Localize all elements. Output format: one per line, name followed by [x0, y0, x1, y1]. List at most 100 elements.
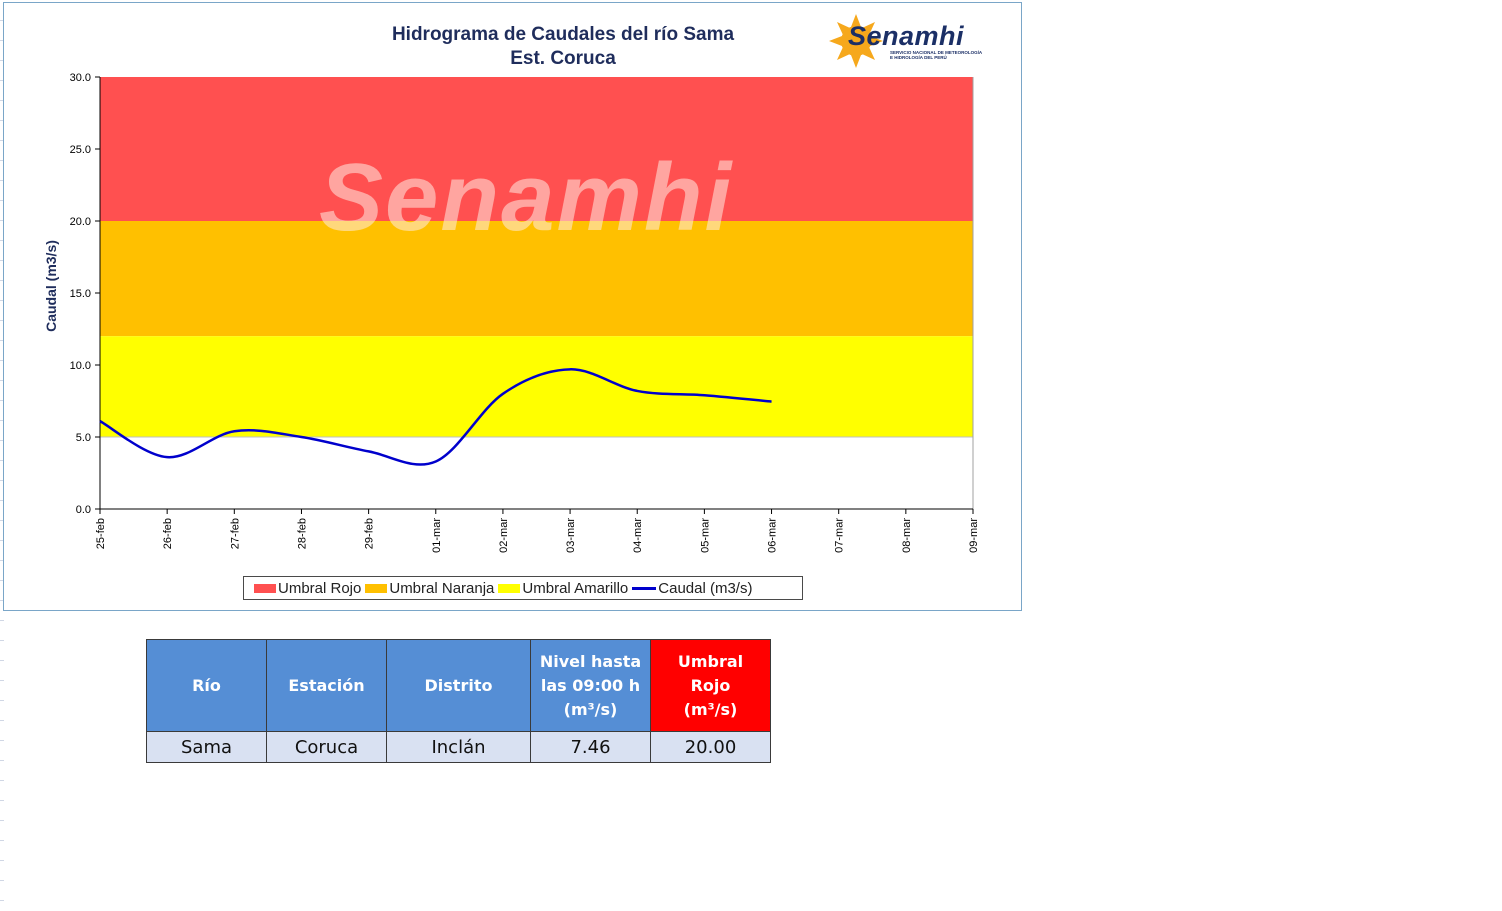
gridline-tick: [0, 40, 4, 41]
x-tick-label: 05-mar: [699, 518, 711, 553]
cell-estacion: Coruca: [266, 731, 387, 763]
spreadsheet-row-gridlines: [0, 0, 6, 911]
gridline-tick: [0, 20, 4, 21]
legend-swatch-yellow: [498, 583, 521, 593]
gridline-tick: [0, 900, 4, 901]
gridline-tick: [0, 160, 4, 161]
y-tick-label: 20.0: [70, 216, 91, 228]
header-nivel-line-3: (m³/s): [563, 699, 618, 719]
header-nivel-line-2: las 09:00 h: [540, 675, 641, 695]
x-tick-label: 09-mar: [968, 518, 980, 553]
sun-icon: [829, 14, 883, 68]
gridline-tick: [0, 80, 4, 81]
y-tick-label: 30.0: [70, 72, 91, 84]
senamhi-logo: Senamhi SERVICIO NACIONAL DE METEOROLOGÍ…: [826, 13, 986, 69]
gridline-tick: [0, 140, 4, 141]
gridline-tick: [0, 340, 4, 341]
chart-title-line-1: Hidrograma de Caudales del río Sama: [391, 24, 735, 45]
gridline-tick: [0, 300, 4, 301]
y-tick-label: 25.0: [70, 144, 91, 156]
x-tick-label: 27-feb: [229, 518, 241, 549]
cell-umbral: 20.00: [650, 731, 771, 763]
x-tick-label: 06-mar: [767, 518, 779, 553]
x-tick-label: 01-mar: [431, 518, 443, 553]
header-nivel-line-1: Nivel hasta: [539, 651, 642, 671]
header-distrito: Distrito: [386, 639, 531, 732]
x-tick-label: 07-mar: [834, 518, 846, 553]
x-tick-label: 04-mar: [632, 518, 644, 553]
hydrograph-chart: 0.0 5.0 10.0 15.0 20.0 25.0 30.0 25-feb 26-feb 27…: [70, 72, 980, 553]
x-tick-label: 08-mar: [901, 518, 913, 553]
gridline-tick: [0, 320, 4, 321]
legend-item-caudal: Caudal (m3/s): [632, 580, 752, 597]
legend-item-umbral-naranja: Umbral Naranja: [365, 580, 494, 597]
gridline-tick: [0, 220, 4, 221]
gridline-tick: [0, 600, 4, 601]
gridline-tick: [0, 660, 4, 661]
legend-label-caudal: Caudal (m3/s): [658, 579, 753, 597]
header-umbral-line-2: (m³/s): [683, 699, 738, 719]
x-tick-label: 28-feb: [296, 518, 308, 549]
gridline-tick: [0, 520, 4, 521]
gridline-tick: [0, 280, 4, 281]
legend-label-umbral-rojo: Umbral Rojo: [278, 579, 362, 597]
gridline-tick: [0, 760, 4, 761]
gridline-tick: [0, 60, 4, 61]
x-tick-label: 25-feb: [95, 518, 107, 549]
gridline-tick: [0, 580, 4, 581]
gridline-tick: [0, 820, 4, 821]
table-header-row: Río Estación Distrito Nivel hasta las 09…: [146, 639, 771, 732]
cell-rio: Sama: [146, 731, 267, 763]
logo-wordmark: Senamhi: [848, 21, 965, 51]
gridline-tick: [0, 800, 4, 801]
gridline-tick: [0, 440, 4, 441]
logo-subtitle-line-1: SERVICIO NACIONAL DE METEOROLOGÍA: [890, 50, 983, 55]
gridline-tick: [0, 700, 4, 701]
logo-subtitle-line-2: E HIDROLOGÍA DEL PERÚ: [890, 55, 947, 60]
header-estacion: Estación: [266, 639, 387, 732]
gridline-tick: [0, 680, 4, 681]
header-nivel: Nivel hasta las 09:00 h (m³/s): [530, 639, 651, 732]
y-tick-label: 10.0: [70, 360, 91, 372]
cell-distrito: Inclán: [386, 731, 531, 763]
gridline-tick: [0, 120, 4, 121]
gridline-tick: [0, 780, 4, 781]
legend-swatch-line: [632, 586, 657, 590]
logo-subtitle: SERVICIO NACIONAL DE METEOROLOGÍA E HIDR…: [890, 50, 986, 60]
gridline-tick: [0, 400, 4, 401]
legend-swatch-red: [254, 583, 276, 593]
gridline-tick: [0, 840, 4, 841]
y-tick-label: 5.0: [76, 432, 91, 444]
header-rio: Río: [146, 639, 267, 732]
gridline-tick: [0, 420, 4, 421]
gridline-tick: [0, 640, 4, 641]
gridline-tick: [0, 240, 4, 241]
gridline-tick: [0, 560, 4, 561]
gridline-tick: [0, 540, 4, 541]
watermark-text: Senamhi: [319, 144, 734, 251]
gridline-tick: [0, 720, 4, 721]
gridline-tick: [0, 880, 4, 881]
gridline-tick: [0, 360, 4, 361]
x-tick-label: 26-feb: [162, 518, 174, 549]
gridline-tick: [0, 740, 4, 741]
y-axis-label: Caudal (m3/s): [43, 240, 59, 332]
chart-area: 0.0 5.0 10.0 15.0 20.0 25.0 30.0 25-feb 26-feb 27…: [3, 2, 1022, 611]
header-umbral-rojo: Umbral Rojo (m³/s): [650, 639, 771, 732]
legend-item-umbral-amarillo: Umbral Amarillo: [498, 580, 628, 597]
chart-legend: Umbral Rojo Umbral Naranja Umbral Amaril…: [243, 576, 803, 600]
legend-swatch-orange: [365, 583, 388, 593]
threshold-band-umbral-amarillo: [100, 336, 973, 437]
cell-nivel: 7.46: [530, 731, 651, 763]
gridline-tick: [0, 100, 4, 101]
gridline-tick: [0, 180, 4, 181]
legend-item-umbral-rojo: Umbral Rojo: [254, 580, 361, 597]
gridline-tick: [0, 620, 4, 621]
table-row: Sama Coruca Inclán 7.46 20.00: [146, 731, 771, 763]
gridline-tick: [0, 260, 4, 261]
x-tick-label: 29-feb: [364, 518, 376, 549]
chart-title-line-2: Est. Coruca: [510, 48, 616, 69]
gridline-tick: [0, 480, 4, 481]
gridline-tick: [0, 200, 4, 201]
legend-label-umbral-amarillo: Umbral Amarillo: [522, 579, 629, 597]
